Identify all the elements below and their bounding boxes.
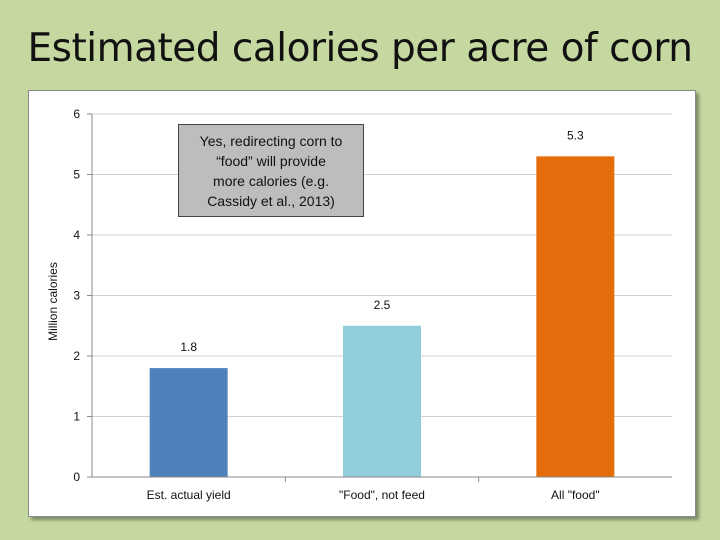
labels: 0 1 2 3 4 5 6 1.8 Est. actual yield 2.5 "Food", no…	[73, 107, 599, 502]
callout-line-1: Yes, redirecting corn to	[199, 132, 343, 149]
y-tick-label: 1	[73, 410, 80, 424]
callout-box: Yes, redirecting corn to “food” will pro…	[178, 124, 364, 217]
callout-line-2: “food” will provide	[216, 152, 326, 169]
y-tick-label: 6	[73, 107, 80, 121]
bars	[149, 156, 615, 477]
y-axis-title: Million calories	[46, 262, 60, 341]
category-label: All "food"	[551, 488, 600, 502]
bar	[536, 156, 615, 477]
callout-line-4: Cassidy et al., 2013)	[207, 192, 335, 209]
y-tick-label: 3	[73, 289, 80, 303]
y-tick-label: 0	[73, 470, 80, 484]
category-label: Est. actual yield	[147, 488, 231, 502]
slide-title: Estimated calories per acre of corn	[27, 26, 693, 71]
y-tick-label: 2	[73, 349, 80, 363]
bar	[149, 368, 228, 477]
bar	[343, 325, 421, 477]
axes	[87, 113, 672, 482]
y-tick-label: 5	[73, 168, 80, 182]
data-label: 1.8	[180, 340, 197, 354]
y-tick-label: 4	[73, 228, 80, 242]
category-label: "Food", not feed	[339, 488, 425, 502]
data-label: 5.3	[567, 128, 584, 142]
data-label: 2.5	[374, 298, 391, 312]
callout-line-3: more calories (e.g.	[213, 172, 329, 189]
